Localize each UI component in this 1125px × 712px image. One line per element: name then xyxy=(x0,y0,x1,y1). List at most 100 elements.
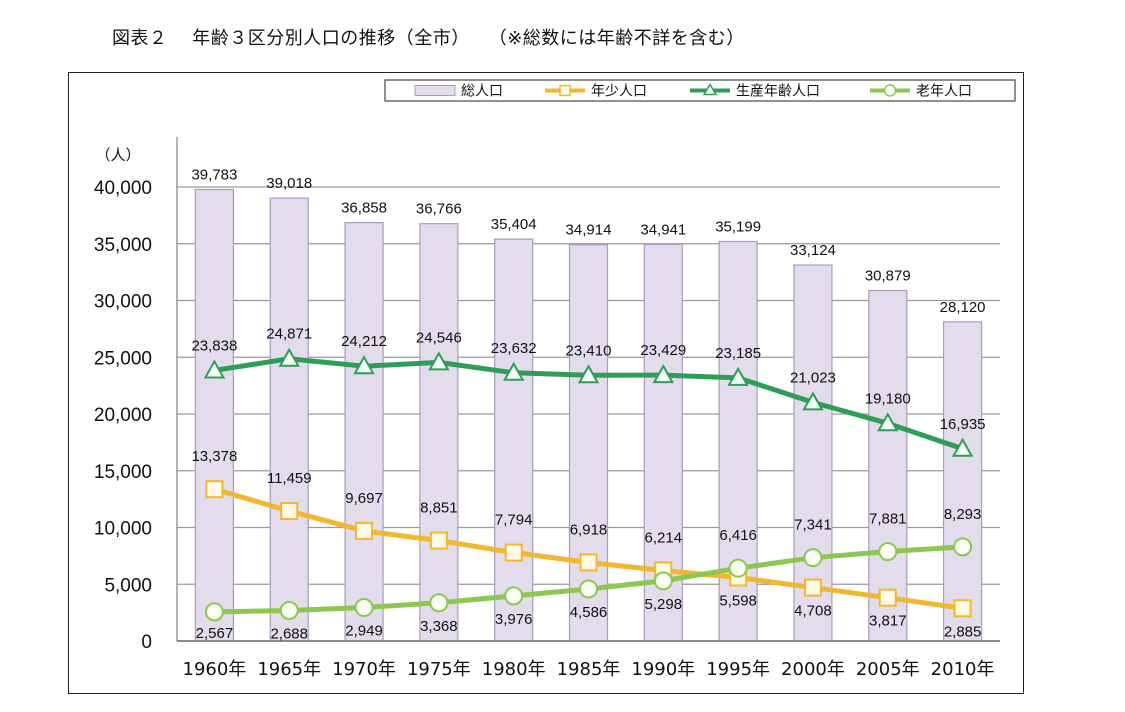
x-tick-label: 1965年 xyxy=(257,659,321,680)
bar-data-label: 30,879 xyxy=(865,268,911,285)
bar-data-label: 39,783 xyxy=(191,166,237,183)
data-point-marker xyxy=(577,364,600,384)
line-data-label: 2,949 xyxy=(345,623,383,640)
line-data-label: 7,794 xyxy=(495,512,533,529)
x-tick-label: 2010年 xyxy=(931,659,995,680)
line-data-label: 7,881 xyxy=(869,511,907,528)
bar-data-label: 34,914 xyxy=(566,222,612,239)
data-point-marker xyxy=(727,366,749,386)
line-data-label: 11,459 xyxy=(267,470,312,487)
bar-total-population xyxy=(568,244,609,642)
data-point-marker xyxy=(204,602,224,622)
y-tick-label: 25,000 xyxy=(94,348,152,369)
line-data-label: 6,214 xyxy=(645,529,683,546)
legend-marker-triangle xyxy=(702,83,718,96)
line-data-label: 23,838 xyxy=(191,337,237,354)
x-tick-label: 1985年 xyxy=(557,659,621,680)
data-point-marker xyxy=(953,537,973,557)
data-point-marker xyxy=(279,600,299,620)
line-data-label: 24,546 xyxy=(416,329,462,346)
line-data-label: 5,598 xyxy=(719,592,757,609)
data-point-marker xyxy=(951,437,974,457)
line-data-label: 24,871 xyxy=(266,326,312,343)
legend-label: 老年人口 xyxy=(916,84,972,100)
bar-data-label: 36,858 xyxy=(341,200,387,217)
line-data-label: 8,851 xyxy=(420,500,458,517)
bar-data-label: 36,766 xyxy=(416,201,462,218)
data-point-marker xyxy=(652,364,675,384)
data-point-marker xyxy=(502,361,525,381)
data-point-marker xyxy=(429,531,448,550)
line-data-label: 3,976 xyxy=(495,611,533,628)
bar-data-label: 35,404 xyxy=(491,216,537,233)
line-data-label: 6,918 xyxy=(570,521,608,538)
data-point-marker xyxy=(579,553,598,572)
line-data-label: 21,023 xyxy=(790,369,836,386)
bar-data-label: 35,199 xyxy=(715,218,761,235)
data-point-marker xyxy=(504,586,524,606)
bar-data-label: 34,941 xyxy=(640,221,686,238)
y-tick-label: 20,000 xyxy=(94,405,152,426)
bar-total-population xyxy=(942,321,983,642)
line-data-label: 5,298 xyxy=(645,596,683,613)
line-data-label: 3,368 xyxy=(420,618,458,635)
bar-total-population xyxy=(194,188,235,642)
line-data-label: 24,212 xyxy=(341,333,387,350)
data-point-marker xyxy=(355,521,374,540)
x-tick-label: 1960年 xyxy=(183,659,247,680)
line-data-label: 19,180 xyxy=(865,390,911,407)
line-data-label: 2,688 xyxy=(270,625,308,642)
data-point-marker xyxy=(878,542,898,562)
data-point-marker xyxy=(203,359,226,379)
legend-label: 年少人口 xyxy=(591,84,647,100)
y-tick-label: 35,000 xyxy=(94,235,152,256)
line-data-label: 16,935 xyxy=(940,416,986,433)
data-point-marker xyxy=(803,578,822,597)
y-tick-label: 15,000 xyxy=(94,462,152,483)
legend-marker-square xyxy=(559,84,571,97)
line-data-label: 8,293 xyxy=(944,506,982,523)
data-point-marker xyxy=(579,579,598,599)
line-data-label: 23,185 xyxy=(715,345,761,362)
line-data-label: 7,341 xyxy=(794,517,832,534)
line-data-label: 23,429 xyxy=(640,342,686,359)
legend-label: 生産年齢人口 xyxy=(736,84,820,100)
data-point-marker xyxy=(728,558,748,578)
line-data-label: 2,885 xyxy=(944,623,982,640)
y-tick-label: 5,000 xyxy=(104,575,152,596)
line-data-label: 4,586 xyxy=(570,604,608,621)
y-tick-label: 40,000 xyxy=(94,178,152,199)
bar-data-label: 28,120 xyxy=(940,299,986,316)
bar-total-population xyxy=(344,222,384,642)
data-point-marker xyxy=(354,598,374,618)
data-point-marker xyxy=(429,593,449,613)
bar-total-population xyxy=(419,223,459,642)
data-point-marker xyxy=(205,480,224,499)
legend-label: 総人口 xyxy=(461,84,503,100)
y-tick-label: 0 xyxy=(141,632,152,653)
legend-swatch-total xyxy=(414,85,456,96)
y-tick-label: 30,000 xyxy=(94,292,152,313)
data-point-marker xyxy=(803,548,823,568)
x-tick-label: 1970年 xyxy=(332,659,396,680)
x-tick-label: 2000年 xyxy=(781,659,845,680)
line-data-label: 3,817 xyxy=(869,613,907,630)
line-data-label: 4,708 xyxy=(794,603,832,620)
x-tick-label: 1995年 xyxy=(706,659,770,680)
bar-total-population xyxy=(793,264,833,642)
line-data-label: 13,378 xyxy=(191,448,237,465)
line-data-label: 6,416 xyxy=(719,527,757,544)
data-point-marker xyxy=(428,351,450,371)
line-data-label: 23,410 xyxy=(566,342,612,359)
data-point-marker xyxy=(353,355,375,375)
data-point-marker xyxy=(278,347,300,367)
x-tick-label: 1975年 xyxy=(407,659,471,680)
y-axis-unit-label: （人） xyxy=(95,147,140,164)
chart-frame xyxy=(68,72,1024,694)
x-tick-label: 2005年 xyxy=(856,659,920,680)
y-tick-label: 10,000 xyxy=(94,519,152,540)
bar-total-population xyxy=(868,289,908,642)
data-point-marker xyxy=(280,501,299,520)
data-point-marker xyxy=(802,391,824,411)
